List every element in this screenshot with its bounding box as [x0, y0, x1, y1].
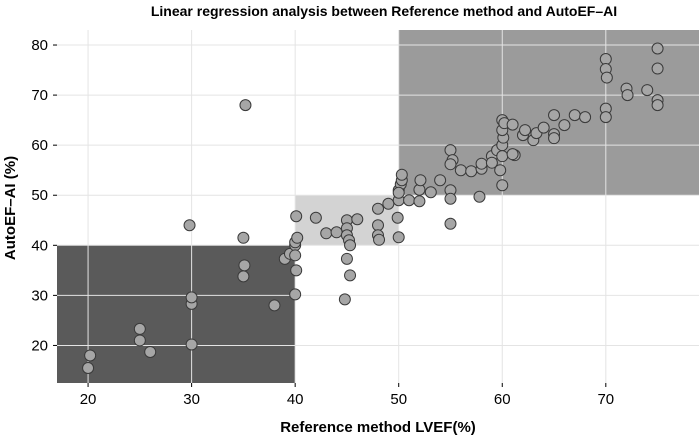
data-point	[506, 148, 519, 161]
x-tick-label: 40	[287, 391, 304, 408]
data-point	[600, 71, 613, 84]
data-point	[392, 186, 405, 199]
data-point	[403, 194, 416, 207]
x-tick-label: 30	[183, 391, 200, 408]
data-point	[579, 111, 592, 124]
data-point	[473, 190, 486, 203]
y-tick-label: 30	[31, 287, 48, 304]
data-point	[414, 174, 427, 187]
data-point	[237, 270, 250, 283]
y-tick-label: 70	[31, 87, 48, 104]
data-point	[444, 158, 457, 171]
data-point	[351, 213, 364, 226]
y-axis-label: AutoEF–AI (%)	[2, 156, 19, 260]
data-point	[506, 118, 519, 131]
data-point	[485, 156, 498, 169]
data-point	[558, 119, 571, 132]
points-layer	[82, 42, 664, 374]
data-point	[268, 299, 281, 312]
data-point	[289, 288, 302, 301]
data-point	[309, 211, 322, 224]
data-point	[519, 124, 532, 137]
y-tick-label: 40	[31, 237, 48, 254]
y-tick-label: 20	[31, 337, 48, 354]
data-point	[344, 239, 357, 252]
data-point	[320, 227, 333, 240]
data-point	[444, 192, 457, 205]
y-tick-label: 80	[31, 37, 48, 54]
y-tick-label: 60	[31, 137, 48, 154]
ticks-layer: 20 30 40 50 60 70 20 30 40 50 60 70 80	[31, 37, 614, 408]
chart-title: Linear regression analysis between Refer…	[151, 3, 617, 19]
data-point	[82, 361, 95, 374]
data-point	[621, 89, 634, 102]
data-point	[651, 42, 664, 55]
data-point	[382, 197, 395, 210]
data-point	[392, 231, 405, 244]
data-point	[651, 99, 664, 112]
data-point	[373, 233, 386, 246]
data-point	[185, 291, 198, 304]
data-point	[237, 231, 250, 244]
data-point	[454, 164, 467, 177]
data-point	[548, 109, 561, 122]
data-point	[183, 219, 196, 232]
data-point	[340, 252, 353, 265]
data-point	[372, 219, 384, 232]
data-point	[291, 231, 304, 244]
data-point	[494, 164, 507, 177]
x-tick-label: 20	[80, 391, 97, 408]
data-point	[475, 157, 488, 170]
data-point	[391, 211, 404, 224]
data-point	[465, 165, 478, 178]
x-tick-label: 50	[390, 391, 407, 408]
data-point	[84, 349, 97, 362]
data-point	[133, 334, 146, 347]
data-point	[133, 322, 146, 335]
data-point	[239, 99, 252, 112]
data-point	[330, 226, 343, 239]
data-point	[599, 53, 612, 66]
data-point	[548, 132, 561, 145]
data-point	[496, 150, 509, 163]
data-point	[372, 202, 384, 215]
data-point	[434, 174, 447, 187]
data-point	[537, 121, 550, 134]
data-point	[424, 186, 437, 199]
data-point	[568, 109, 581, 122]
x-axis-label: Reference method LVEF(%)	[280, 419, 476, 436]
data-point	[238, 259, 251, 272]
data-point	[651, 62, 664, 75]
data-point	[496, 179, 509, 192]
regions-layer	[57, 30, 699, 383]
data-point	[290, 210, 303, 223]
data-point	[444, 144, 457, 157]
data-point	[344, 269, 357, 282]
data-point	[599, 111, 612, 124]
x-tick-label: 60	[494, 391, 511, 408]
data-point	[444, 217, 457, 230]
x-tick-label: 70	[597, 391, 614, 408]
data-point	[413, 195, 426, 208]
data-point	[641, 84, 654, 97]
y-tick-label: 50	[31, 187, 48, 204]
data-point	[289, 249, 302, 262]
data-point	[338, 293, 351, 306]
region-1	[57, 245, 296, 383]
data-point	[185, 338, 198, 351]
data-point	[395, 168, 408, 181]
data-point	[144, 345, 157, 358]
data-point	[290, 264, 303, 277]
